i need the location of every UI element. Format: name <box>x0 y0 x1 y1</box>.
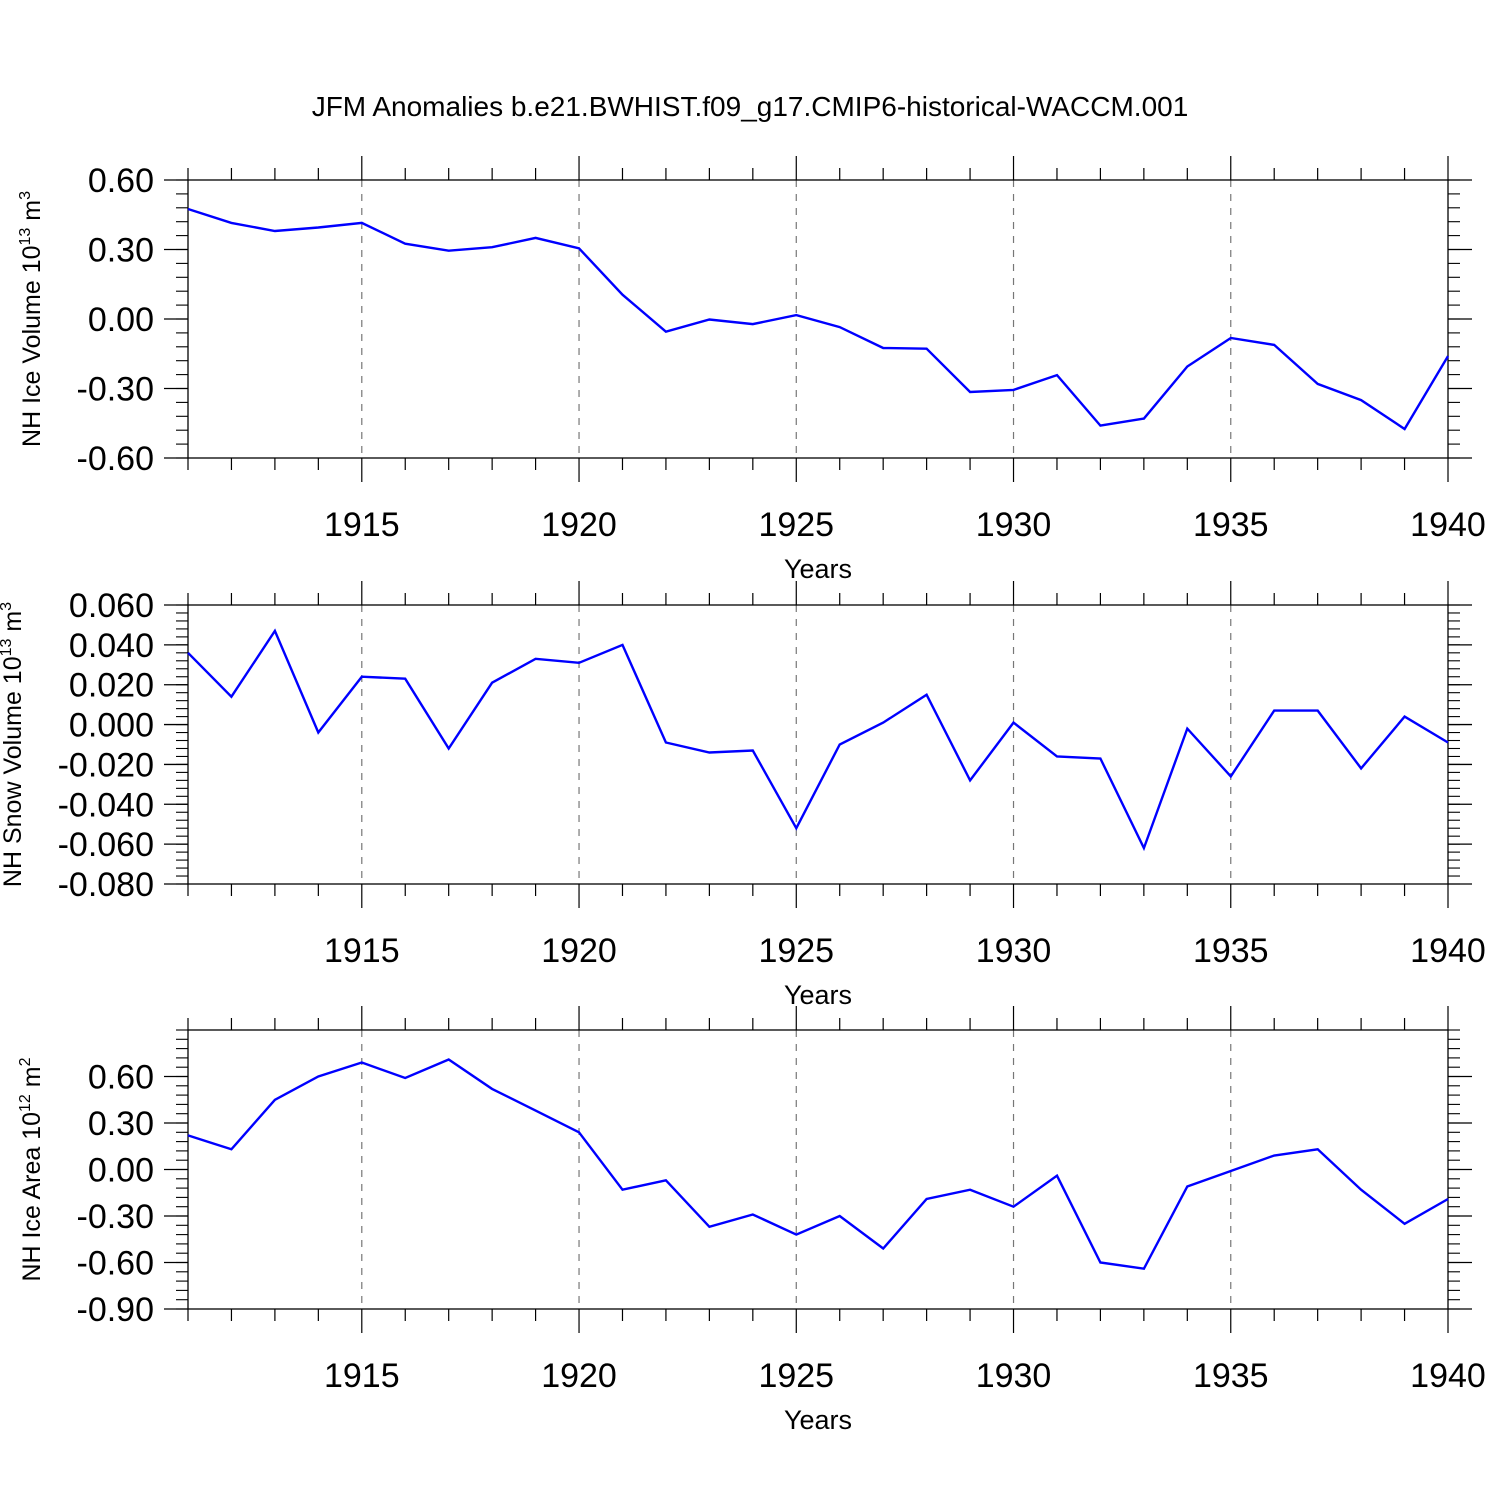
y-axis-label-unit-exponent: 3 <box>0 602 15 611</box>
series-line <box>187 207 1450 431</box>
y-tick-label: 0.00 <box>88 1152 154 1190</box>
y-axis-label-unit-exponent: 2 <box>17 1057 34 1066</box>
figure-title: JFM Anomalies b.e21.BWHIST.f09_g17.CMIP6… <box>312 91 1189 122</box>
panel-ice-area: 1915 1920 1925 1930 1935 1940 Years -0.90 -0.60 -… <box>17 1006 1486 1435</box>
y-axis-label-exponent: 13 <box>0 639 15 657</box>
x-tick-label-1940: 1940 <box>1410 1357 1486 1395</box>
x-tick-label-1925: 1925 <box>758 932 834 970</box>
series-line <box>187 628 1449 852</box>
x-axis-label: Years <box>784 554 852 584</box>
y-tick-label: -0.060 <box>58 826 154 864</box>
y-axis-label-unit-exponent: 3 <box>17 191 34 200</box>
x-tick-label-1915: 1915 <box>324 1357 400 1395</box>
y-tick-label: 0.060 <box>69 587 154 625</box>
y-tick-label: 0.000 <box>69 707 154 745</box>
x-tick-label-1925: 1925 <box>758 506 834 544</box>
series-line <box>187 1058 1449 1271</box>
y-tick-label: -0.080 <box>58 866 154 904</box>
y-tick-label: -0.020 <box>58 746 154 784</box>
x-tick-label-1935: 1935 <box>1193 1357 1269 1395</box>
y-axis-label-unit: m <box>0 611 27 639</box>
y-tick-label: -0.60 <box>77 1245 155 1283</box>
x-tick-label-1920: 1920 <box>541 932 617 970</box>
x-axis-label: Years <box>784 1405 852 1435</box>
plot-frame <box>187 179 1449 459</box>
x-tick-label-1920: 1920 <box>541 1357 617 1395</box>
y-axis-label-text: NH Snow Volume 10 <box>0 656 27 887</box>
y-tick-label: 0.040 <box>69 627 154 665</box>
x-tick-label-1940: 1940 <box>1410 506 1486 544</box>
y-axis-label-exponent: 12 <box>17 1094 34 1112</box>
y-axis-label-text: NH Ice Area 10 <box>18 1112 46 1282</box>
y-axis-label-exponent: 13 <box>17 228 34 246</box>
y-tick-label: -0.60 <box>77 440 155 478</box>
y-tick-label: 0.30 <box>88 232 154 270</box>
y-tick-label: 0.60 <box>88 162 154 200</box>
x-tick-label-1930: 1930 <box>976 1357 1052 1395</box>
y-tick-label: -0.040 <box>58 786 154 824</box>
x-axis-label: Years <box>784 980 852 1010</box>
y-tick-label: 0.020 <box>69 667 154 705</box>
y-tick-label: -0.90 <box>77 1291 155 1329</box>
plot-frame <box>187 1029 1449 1310</box>
y-axis-label: NH Ice Area 1012 m2 <box>17 1057 46 1281</box>
y-axis-label-text: NH Ice Volume 10 <box>18 245 46 447</box>
plot-frame <box>187 604 1449 885</box>
y-axis-label: NH Ice Volume 1013 m3 <box>17 191 46 447</box>
x-tick-label-1915: 1915 <box>324 506 400 544</box>
y-tick-label: -0.30 <box>77 1198 155 1236</box>
y-tick-label: 0.00 <box>88 301 154 339</box>
x-tick-label-1935: 1935 <box>1193 932 1269 970</box>
y-tick-label: -0.30 <box>77 371 155 409</box>
x-tick-label-1930: 1930 <box>976 932 1052 970</box>
x-tick-label-1940: 1940 <box>1410 932 1486 970</box>
y-axis-label: NH Snow Volume 1013 m3 <box>0 602 27 887</box>
x-tick-label-1930: 1930 <box>976 506 1052 544</box>
x-tick-label-1915: 1915 <box>324 932 400 970</box>
x-tick-label-1935: 1935 <box>1193 506 1269 544</box>
y-axis-label-unit: m <box>18 200 46 228</box>
panel-ice-volume: 1915 1920 1925 1930 1935 1940 Years -0.60 -0.30 0… <box>17 156 1486 584</box>
y-axis-label-unit: m <box>18 1066 46 1094</box>
y-tick-label: 0.60 <box>88 1059 154 1097</box>
x-tick-label-1925: 1925 <box>758 1357 834 1395</box>
x-tick-label-1920: 1920 <box>541 506 617 544</box>
panel-snow-volume: 1915 1920 1925 1930 1935 1940 Years -0.080-0.06… <box>0 581 1486 1010</box>
y-tick-label: 0.30 <box>88 1105 154 1143</box>
